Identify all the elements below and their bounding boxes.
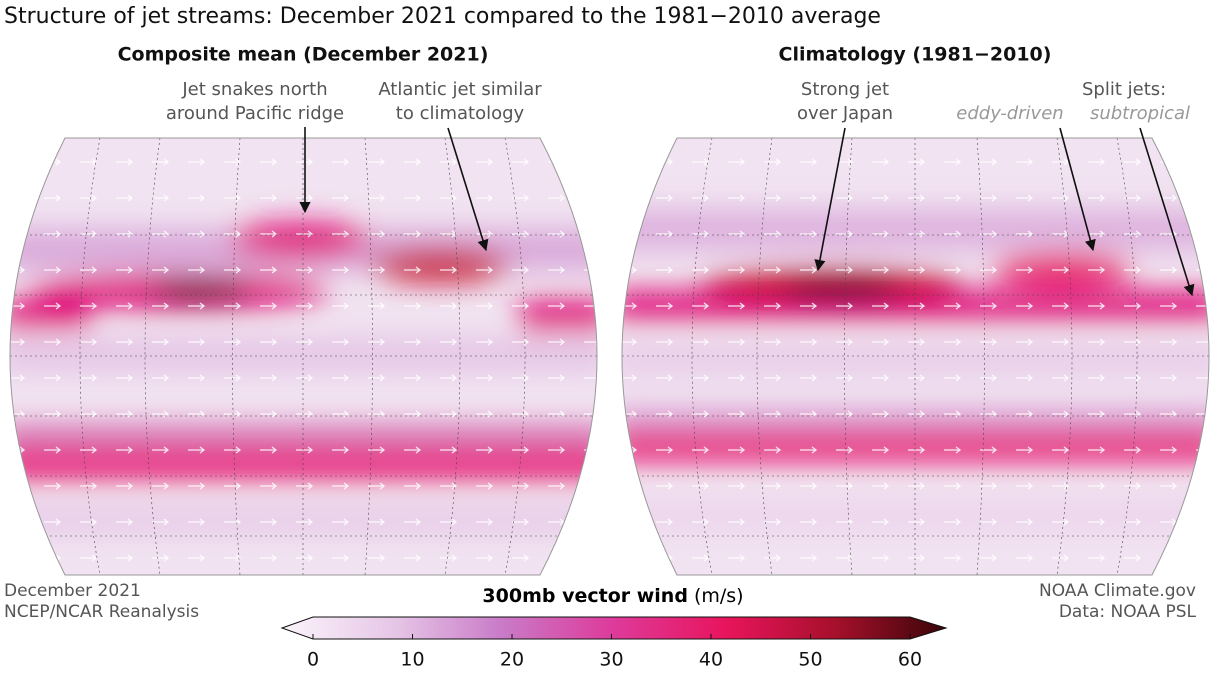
annotation: eddy-driven [956, 103, 1063, 124]
annotation: Jet snakes north [181, 79, 327, 100]
colorbar-unit: (m/s) [694, 585, 744, 607]
annotation: Split jets: [1082, 79, 1166, 100]
credit: Data: NOAA PSL [1059, 602, 1197, 622]
colorbar: 300mb vector wind (m/s) 0 10 20 30 40 50 60 [280, 585, 948, 671]
panel-title: Composite mean (December 2021) [118, 44, 489, 66]
colorbar-tick-label: 30 [599, 649, 623, 671]
map-panel: Composite mean (December 2021) [9, 44, 598, 576]
figure-title: Structure of jet streams: December 2021 … [4, 4, 881, 29]
colorbar-label: 300mb vector wind [482, 585, 688, 607]
colorbar-tick-label: 0 [307, 649, 319, 671]
colorbar-tick-label: 10 [400, 649, 424, 671]
annotation: Atlantic jet similar [378, 79, 542, 100]
annotation: Strong jet [801, 79, 889, 100]
map-panel: Climatology (1981−2010) Strong jet o [621, 44, 1210, 576]
annotation: to climatology [396, 103, 525, 124]
panel-title: Climatology (1981−2010) [779, 44, 1052, 66]
colorbar-tick-label: 50 [798, 649, 822, 671]
colorbar-title: 300mb vector wind (m/s) [482, 585, 743, 607]
credit: NOAA Climate.gov [1039, 581, 1196, 601]
colorbar-tick-label: 40 [699, 649, 723, 671]
credit: NCEP/NCAR Reanalysis [4, 602, 199, 622]
colorbar-tick-label: 20 [500, 649, 524, 671]
annotation: around Pacific ridge [166, 103, 344, 124]
annotation: over Japan [797, 103, 893, 124]
credit: December 2021 [4, 581, 141, 601]
annotation: subtropical [1090, 103, 1190, 124]
colorbar-tick-label: 60 [898, 649, 922, 671]
